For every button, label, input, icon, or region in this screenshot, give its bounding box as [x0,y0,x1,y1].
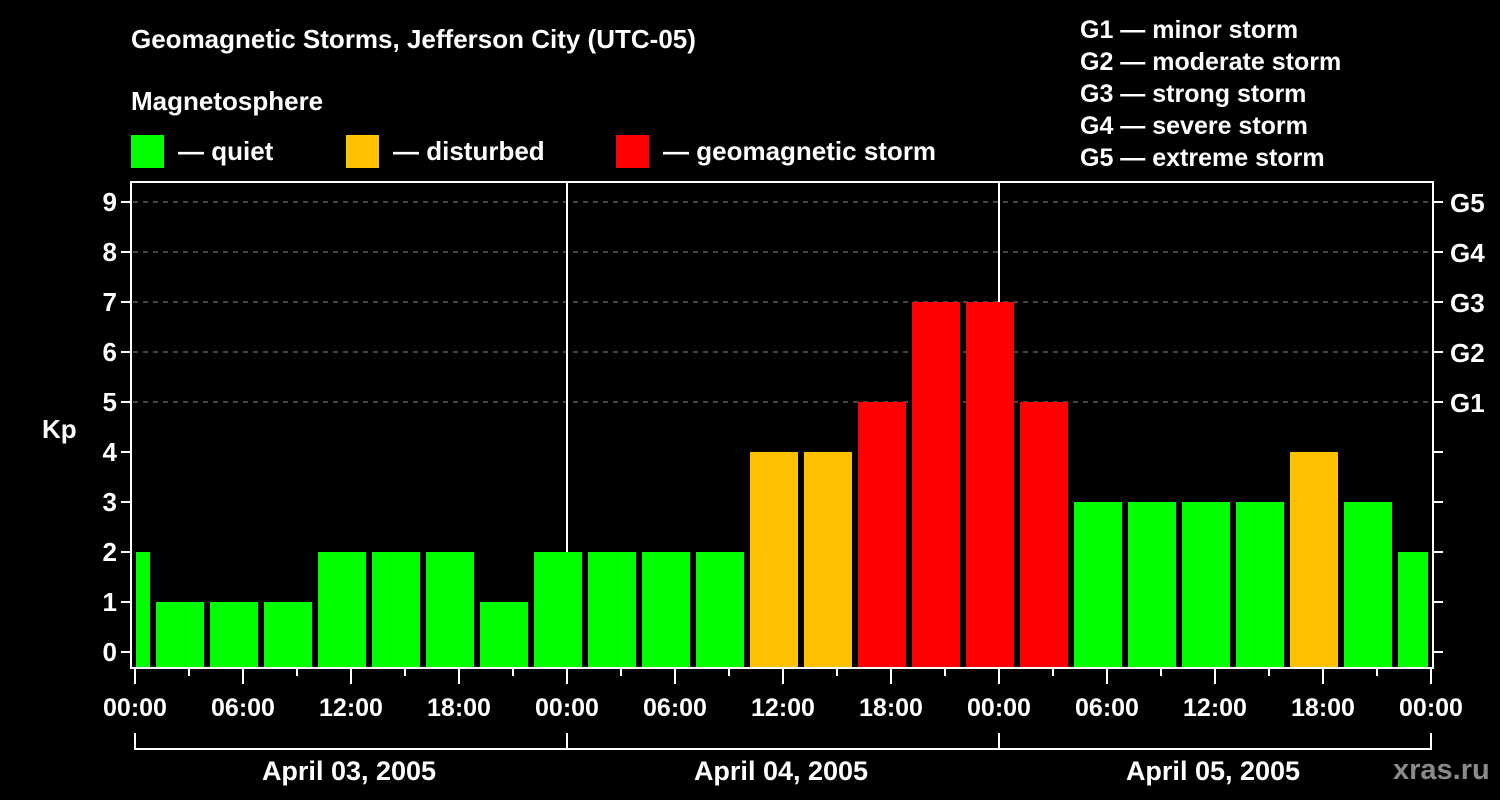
kp-bar [210,602,258,667]
y-tick-label: 7 [103,287,117,317]
g-scale-label: G5 [1450,188,1485,218]
x-tick-label: 18:00 [859,694,923,722]
g-scale-label: G4 [1450,238,1485,268]
y-tick-label: 5 [103,387,117,417]
g5-legend: G5 — extreme storm [1080,144,1325,172]
kp-bar [264,602,312,667]
kp-bar [1020,402,1068,667]
y-tick-label: 6 [103,337,117,367]
x-tick-label: 00:00 [103,694,167,722]
kp-bar [426,552,474,667]
g-scale-label: G3 [1450,288,1485,318]
g3-legend: G3 — strong storm [1080,80,1307,108]
x-tick-label: 12:00 [751,694,815,722]
x-tick-label: 12:00 [1183,694,1247,722]
y-tick-label: 8 [103,237,117,267]
legend-disturbed-label: — disturbed [393,135,545,166]
kp-bar [750,452,798,667]
storm-swatch [616,134,649,168]
x-tick-label: 12:00 [319,694,383,722]
g1-legend: G1 — minor storm [1080,16,1299,44]
x-tick-label: 06:00 [1075,694,1139,722]
kp-bar [156,602,204,667]
kp-bar [1398,552,1428,667]
chart-title: Geomagnetic Storms, Jefferson City (UTC-… [131,24,696,54]
x-tick-label: 00:00 [1399,694,1463,722]
x-tick-label: 06:00 [643,694,707,722]
g4-legend: G4 — severe storm [1080,112,1308,140]
y-tick-label: 2 [103,537,117,567]
g2-legend: G2 — moderate storm [1080,48,1342,76]
kp-bar [966,302,1014,667]
kp-bar [696,552,744,667]
day-label: April 04, 2005 [694,756,868,786]
y-tick-label: 9 [103,187,117,217]
y-tick-label: 4 [103,437,118,467]
x-tick-label: 00:00 [535,694,599,722]
g-scale-legend: G1 — minor storm G2 — moderate storm G3 … [1080,14,1341,174]
x-tick-label: 18:00 [427,694,491,722]
y-axis-label: Kp [42,414,77,444]
kp-bar [136,552,150,667]
day-label: April 05, 2005 [1126,756,1300,786]
kp-bar [1236,502,1284,667]
kp-bar [372,552,420,667]
g-scale-label: G2 [1450,338,1485,368]
kp-bar [1344,502,1392,667]
legend-title: Magnetosphere [131,86,324,116]
watermark: xras.ru [1393,754,1490,786]
legend-quiet-label: — quiet [178,135,274,166]
kp-bar [642,552,690,667]
y-tick-label: 3 [103,487,117,517]
x-tick-label: 00:00 [967,694,1031,722]
kp-bar [1128,502,1176,667]
kp-bar [480,602,528,667]
kp-bar [912,302,960,667]
disturbed-swatch [346,134,379,168]
y-tick-label: 0 [103,637,117,667]
x-tick-label: 18:00 [1291,694,1355,722]
legend-disturbed: — disturbed [346,134,545,168]
kp-bar [1074,502,1122,667]
kp-bar [1290,452,1338,667]
legend-quiet: — quiet [131,134,273,168]
kp-bar [588,552,636,667]
kp-bar [1182,502,1230,667]
legend-storm: — geomagnetic storm [616,134,936,168]
legend-storm-label: — geomagnetic storm [663,135,937,166]
g-scale-label: G1 [1450,388,1485,418]
quiet-swatch [131,134,164,168]
day-label: April 03, 2005 [262,756,436,786]
kp-bar [318,552,366,667]
x-tick-label: 06:00 [211,694,275,722]
kp-bar [858,402,906,667]
kp-bar [534,552,582,667]
y-tick-label: 1 [103,587,117,617]
kp-bar [804,452,852,667]
